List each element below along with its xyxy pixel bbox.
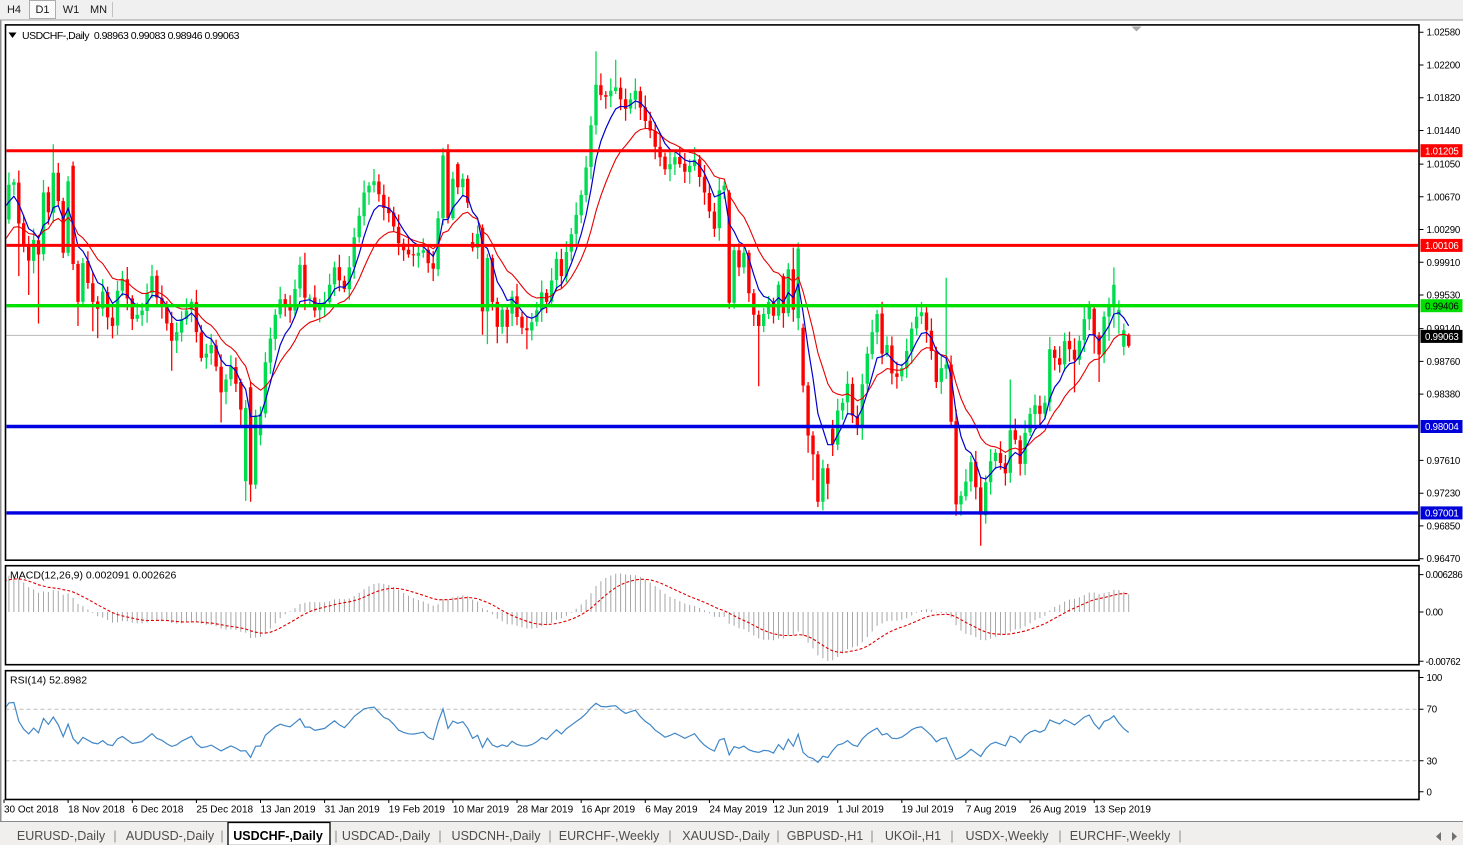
svg-text:|: | [548,829,551,843]
svg-text:19 Feb 2019: 19 Feb 2019 [389,805,446,816]
svg-text:0.96470: 0.96470 [1427,554,1461,565]
svg-text:7 Aug 2019: 7 Aug 2019 [966,805,1017,816]
svg-text:6 May 2019: 6 May 2019 [645,805,698,816]
svg-text:D1: D1 [35,4,49,16]
svg-text:10 Mar 2019: 10 Mar 2019 [453,805,510,816]
svg-text:18 Nov 2018: 18 Nov 2018 [68,805,125,816]
svg-text:AUDUSD-,Daily: AUDUSD-,Daily [126,829,215,843]
svg-text:EURCHF-,Weekly: EURCHF-,Weekly [1070,829,1171,843]
svg-text:GBPUSD-,H1: GBPUSD-,H1 [787,829,863,843]
svg-text:|: | [870,829,873,843]
svg-text:0.99140: 0.99140 [1427,324,1461,335]
svg-text:H4: H4 [7,4,21,16]
svg-text:6 Dec 2018: 6 Dec 2018 [132,805,184,816]
svg-text:|: | [220,829,223,843]
svg-text:0.96850: 0.96850 [1427,521,1461,532]
svg-text:W1: W1 [63,4,80,16]
svg-text:|: | [1058,829,1061,843]
svg-text:0.99406: 0.99406 [1425,301,1459,312]
svg-text:MN: MN [90,4,107,16]
svg-text:0.98380: 0.98380 [1427,390,1461,401]
svg-text:0.97001: 0.97001 [1425,509,1459,520]
svg-text:|: | [438,829,441,843]
svg-text:13 Jan 2019: 13 Jan 2019 [261,805,316,816]
svg-text:1.01205: 1.01205 [1425,146,1459,157]
svg-text:USDCHF-,Daily 0.98963 0.99083: USDCHF-,Daily 0.98963 0.99083 0.98946 0.… [22,30,240,42]
svg-text:70: 70 [1427,705,1438,716]
svg-text:1.01820: 1.01820 [1427,93,1461,104]
svg-text:0.98760: 0.98760 [1427,357,1461,368]
svg-text:26 Aug 2019: 26 Aug 2019 [1030,805,1087,816]
svg-text:|: | [334,829,337,843]
svg-text:28 Mar 2019: 28 Mar 2019 [517,805,574,816]
svg-text:1.01050: 1.01050 [1427,160,1461,171]
svg-text:EURUSD-,Daily: EURUSD-,Daily [17,829,106,843]
svg-text:0: 0 [1427,787,1433,798]
svg-text:XAUUSD-,Daily: XAUUSD-,Daily [682,829,770,843]
svg-text:30 Oct 2018: 30 Oct 2018 [4,805,59,816]
svg-text:0.99910: 0.99910 [1427,258,1461,269]
svg-text:UKOil-,H1: UKOil-,H1 [885,829,941,843]
svg-text:0.99530: 0.99530 [1427,291,1461,302]
svg-text:1.00670: 1.00670 [1427,192,1461,203]
svg-text:16 Apr 2019: 16 Apr 2019 [581,805,635,816]
svg-text:|: | [950,829,953,843]
svg-text:31 Jan 2019: 31 Jan 2019 [325,805,380,816]
svg-text:USDCNH-,Daily: USDCNH-,Daily [452,829,542,843]
svg-text:12 Jun 2019: 12 Jun 2019 [774,805,829,816]
svg-text:0.006286: 0.006286 [1426,570,1463,581]
svg-text:30: 30 [1427,756,1438,767]
svg-text:1.00106: 1.00106 [1425,241,1459,252]
svg-text:100: 100 [1427,673,1443,684]
svg-text:MACD(12,26,9) 0.002091 0.00262: MACD(12,26,9) 0.002091 0.002626 [10,570,177,582]
svg-text:|: | [113,829,116,843]
svg-text:24 May 2019: 24 May 2019 [709,805,767,816]
svg-text:1.02580: 1.02580 [1427,28,1461,39]
svg-text:0.97230: 0.97230 [1427,489,1461,500]
svg-text:25 Dec 2018: 25 Dec 2018 [196,805,253,816]
svg-text:|: | [776,829,779,843]
svg-text:1.00290: 1.00290 [1427,225,1461,236]
svg-text:EURCHF-,Weekly: EURCHF-,Weekly [559,829,660,843]
svg-text:0.99063: 0.99063 [1425,332,1459,343]
svg-text:-0.00762: -0.00762 [1426,657,1461,668]
svg-text:19 Jul 2019: 19 Jul 2019 [902,805,954,816]
svg-text:USDX-,Weekly: USDX-,Weekly [965,829,1049,843]
svg-text:1.02200: 1.02200 [1427,61,1461,72]
svg-text:1.01440: 1.01440 [1427,126,1461,137]
svg-text:0.98004: 0.98004 [1425,422,1459,433]
svg-text:1 Jul 2019: 1 Jul 2019 [838,805,885,816]
svg-text:|: | [668,829,671,843]
svg-text:|: | [1178,829,1181,843]
svg-text:13 Sep 2019: 13 Sep 2019 [1094,805,1151,816]
svg-text:USDCAD-,Daily: USDCAD-,Daily [342,829,431,843]
svg-text:0.97610: 0.97610 [1427,456,1461,467]
svg-text:USDCHF-,Daily: USDCHF-,Daily [233,829,323,843]
svg-text:RSI(14) 52.8982: RSI(14) 52.8982 [10,675,87,687]
svg-text:0.00: 0.00 [1426,608,1444,619]
